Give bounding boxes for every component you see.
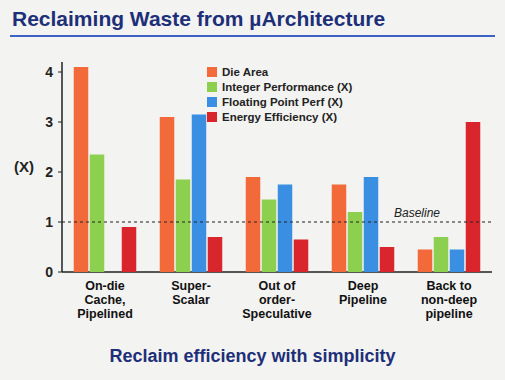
bar — [176, 180, 191, 273]
x-tick-label: Super-Scalar — [171, 279, 211, 307]
chart: Reclaiming Waste from µArchitecture 0 1 2 3 4… — [0, 0, 505, 380]
y-tick — [58, 122, 62, 123]
legend-label: Energy Efficiency (X) — [222, 111, 337, 123]
bar — [418, 250, 433, 273]
bar — [160, 117, 175, 272]
x-tick-label-line: order- — [259, 293, 295, 307]
x-tick-label: Out oforder-Speculative — [242, 279, 312, 321]
bar — [380, 247, 395, 272]
bar — [122, 227, 137, 272]
x-tick-label: DeepPipeline — [339, 279, 387, 307]
x-tick-label-line: Scalar — [172, 293, 210, 307]
legend-swatch — [207, 67, 217, 77]
bar — [208, 237, 223, 272]
bar — [278, 185, 293, 273]
y-tick-label: 1 — [45, 214, 53, 230]
y-axis — [61, 62, 63, 272]
bar — [332, 185, 347, 273]
x-tick-label-line: Pipeline — [339, 293, 387, 307]
x-tick-label-line: Cache, — [85, 293, 126, 307]
bar — [90, 155, 105, 273]
y-tick — [58, 222, 62, 223]
bar — [450, 250, 465, 273]
bar — [294, 240, 309, 273]
legend-swatch — [207, 97, 217, 107]
x-tick-label-line: pipeline — [425, 307, 472, 321]
bar — [74, 67, 89, 272]
title: Reclaiming Waste from µArchitecture — [12, 7, 385, 30]
y-axis-label: (X) — [14, 158, 34, 175]
title-rule — [10, 35, 495, 37]
bar — [262, 200, 277, 273]
bar — [364, 177, 379, 272]
x-tick-label-line: non-deep — [421, 293, 478, 307]
y-tick-label: 2 — [45, 164, 53, 180]
x-tick-label-line: Deep — [348, 279, 379, 293]
y-tick-label: 0 — [45, 264, 53, 280]
legend: Die Area Integer Performance (X) Floating … — [207, 66, 353, 123]
legend-swatch — [207, 82, 217, 92]
legend-label: Floating Point Perf (X) — [222, 96, 343, 108]
x-tick-label-line: Pipelined — [77, 307, 133, 321]
y-tick — [58, 72, 62, 73]
x-tick-label-line: Speculative — [242, 307, 312, 321]
y-tick — [58, 172, 62, 173]
legend-label: Die Area — [222, 66, 269, 78]
baseline-label: Baseline — [394, 206, 440, 220]
x-tick-label-line: Back to — [426, 279, 472, 293]
legend-label: Integer Performance (X) — [222, 81, 353, 93]
baseline — [62, 221, 492, 222]
x-tick-label: Back tonon-deeppipeline — [421, 279, 478, 321]
page: {"chart_data": { "type": "bar", "title":… — [0, 0, 505, 380]
legend-swatch — [207, 112, 217, 122]
background — [0, 0, 505, 380]
x-tick-label: On-dieCache,Pipelined — [77, 279, 133, 321]
bars — [62, 67, 492, 272]
bar — [246, 177, 261, 272]
bar — [192, 115, 207, 273]
bar — [434, 237, 449, 272]
bar — [348, 212, 363, 272]
x-tick-label-line: Super- — [171, 279, 211, 293]
y-tick-label: 4 — [45, 64, 53, 80]
x-tick-label-line: Out of — [259, 279, 297, 293]
y-tick — [58, 272, 62, 273]
x-tick-label-line: On-die — [85, 279, 125, 293]
y-tick-label: 3 — [45, 114, 53, 130]
bar — [466, 122, 481, 272]
subtitle: Reclaim efficiency with simplicity — [109, 346, 395, 366]
